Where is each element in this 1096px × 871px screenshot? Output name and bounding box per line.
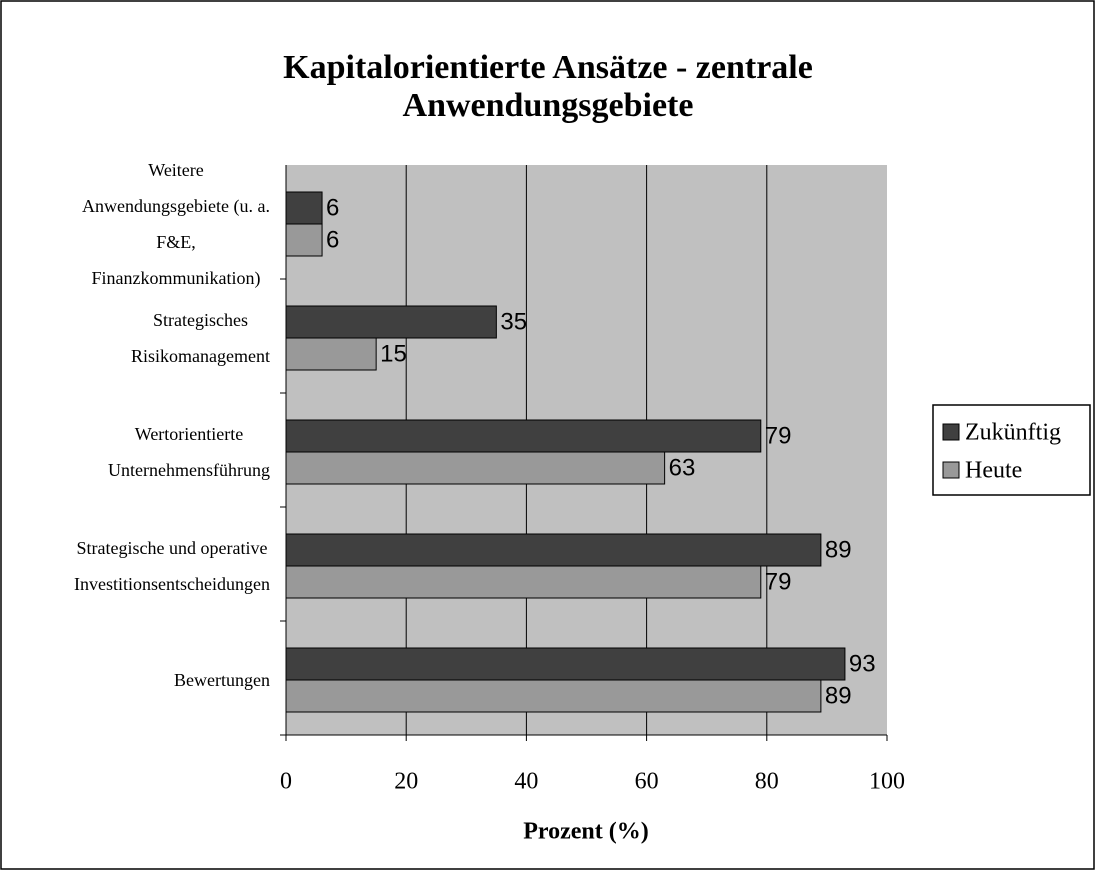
- y-tick-label: Finanzkommunikation): [92, 268, 261, 289]
- bar: [285, 533, 822, 567]
- y-tick-label: Risikomanagement: [131, 346, 270, 366]
- bar: [285, 337, 377, 371]
- legend-box: [932, 404, 1091, 496]
- data-label: 63: [669, 454, 696, 481]
- bar: [285, 565, 762, 599]
- data-label: 79: [765, 568, 792, 595]
- x-axis-label: Prozent (%): [523, 819, 649, 845]
- data-label: 15: [380, 340, 407, 367]
- bar: [285, 305, 497, 339]
- x-tick-label: 20: [394, 769, 418, 795]
- data-label: 79: [765, 422, 792, 449]
- y-tick-label: Investitionsentscheidungen: [74, 574, 270, 594]
- chart-title: Kapitalorientierte Ansätze - zentrale: [283, 49, 813, 86]
- legend-label: Heute: [965, 458, 1022, 484]
- x-tick-label: 80: [755, 769, 779, 795]
- data-label: 93: [849, 650, 876, 677]
- y-tick-label: Strategische und operative: [77, 538, 268, 558]
- bar: [285, 223, 323, 257]
- data-label: 35: [500, 308, 527, 335]
- legend-swatch: [942, 423, 960, 441]
- legend-label: Zukünftig: [965, 420, 1061, 446]
- y-tick-label: Anwendungsgebiete (u. a.: [82, 196, 270, 217]
- x-tick-label: 60: [635, 769, 659, 795]
- bar: [285, 647, 846, 681]
- y-tick-label: Unternehmensführung: [108, 460, 270, 480]
- bar: [285, 419, 762, 453]
- data-label: 89: [825, 536, 852, 563]
- data-label: 6: [326, 194, 339, 221]
- y-tick-label: Strategisches: [153, 310, 248, 330]
- x-tick-label: 0: [280, 769, 292, 795]
- x-tick-label: 40: [514, 769, 538, 795]
- y-tick-label: F&E,: [156, 232, 196, 252]
- bar: [285, 451, 666, 485]
- legend-swatch: [942, 461, 960, 479]
- bar: [285, 191, 323, 225]
- data-label: 89: [825, 682, 852, 709]
- y-tick-label: Bewertungen: [174, 670, 270, 690]
- y-tick-label: Wertorientierte: [135, 424, 244, 444]
- bar: [285, 679, 822, 713]
- chart-title: Anwendungsgebiete: [403, 87, 694, 124]
- x-tick-label: 100: [869, 769, 905, 795]
- data-label: 6: [326, 226, 339, 253]
- y-tick-label: Weitere: [148, 160, 204, 180]
